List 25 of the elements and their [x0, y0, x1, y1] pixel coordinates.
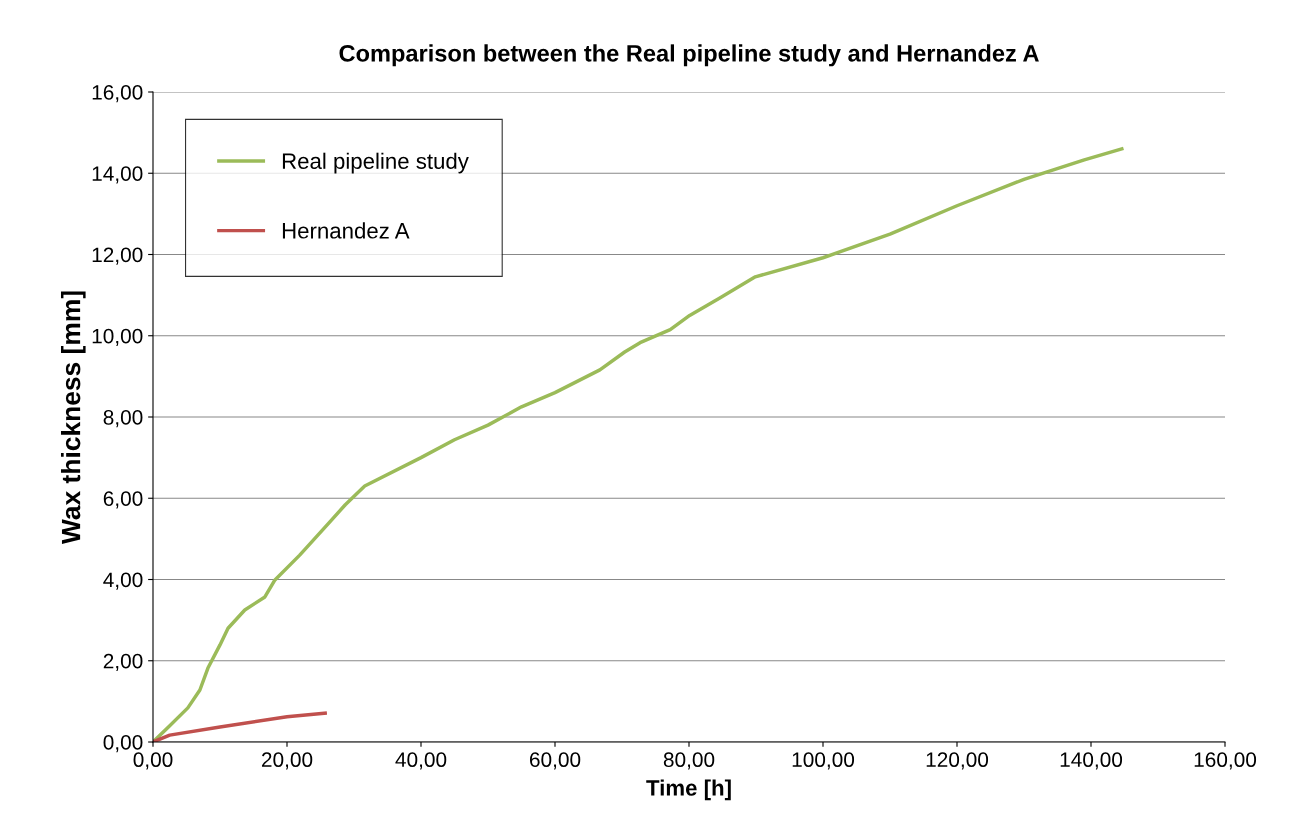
y-tick-label: 10,00: [92, 328, 143, 346]
x-tick-label: 160,00: [1194, 752, 1257, 770]
y-tick-label: 8,00: [103, 410, 143, 428]
y-tick-label: 4,00: [103, 572, 143, 590]
x-tick-label: 100,00: [792, 752, 855, 770]
y-tick-label: 16,00: [92, 85, 143, 103]
line-series: [153, 147, 1124, 742]
x-tick-label: 120,00: [926, 752, 989, 770]
y-tick-label: 6,00: [103, 491, 143, 509]
x-tick-label: 40,00: [395, 752, 447, 770]
y-tick-label: 14,00: [92, 166, 143, 184]
x-tick-label: 20,00: [261, 752, 313, 770]
y-tick-label: 12,00: [92, 247, 143, 265]
legend-label: Hernandez A: [282, 222, 410, 239]
x-axis-title: Time [h]: [646, 779, 731, 801]
x-tick-label: 80,00: [663, 752, 715, 770]
y-axis-title: Wax thickness [mm]: [60, 291, 86, 545]
x-tick-label: 0,00: [133, 752, 173, 770]
line-series: [153, 711, 327, 742]
chart-title: Comparison between the Real pipeline study and Hernandez A: [339, 44, 1039, 67]
y-tick-label: 0,00: [103, 735, 143, 753]
y-tick-label: 2,00: [103, 653, 143, 671]
x-tick-label: 60,00: [529, 752, 581, 770]
x-tick-label: 140,00: [1060, 752, 1123, 770]
legend-label: Real pipeline study: [282, 152, 469, 174]
